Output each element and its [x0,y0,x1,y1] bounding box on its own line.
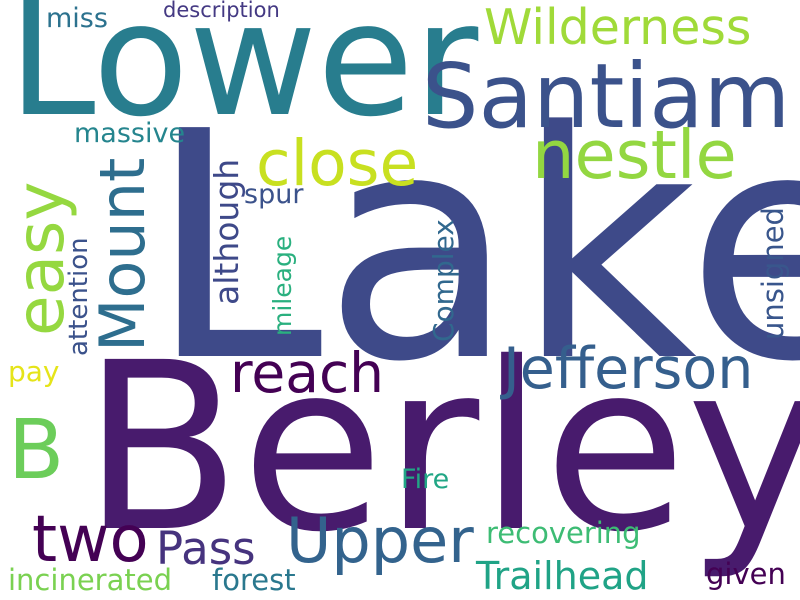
word-berley: Berley [82,313,800,583]
word-wilderness: Wilderness [484,0,752,56]
word-pass: Pass [156,522,256,575]
word-unsigned: unsigned [756,207,790,340]
word-description: description [163,0,280,22]
word-two: two [32,503,149,577]
word-trailhead: Trailhead [476,554,649,598]
word-upper: Upper [286,504,474,577]
word-spur: spur [244,179,304,210]
word-lower: Lower [8,0,479,152]
word-mount: Mount [86,157,159,352]
word-nestle: nestle [532,116,737,194]
word-recovering: recovering [486,516,641,550]
word-reach: reach [230,341,385,405]
word-although: although [207,158,246,305]
word-jefferson: Jefferson [503,336,754,402]
word-forest: forest [212,563,296,597]
word-miss: miss [46,3,108,34]
word-santiam: Santiam [422,44,791,148]
word-mileage: mileage [268,235,297,336]
word-pay: pay [8,355,60,388]
word-incinerated: incinerated [8,563,172,597]
word-close: close [256,127,419,200]
word-b: B [8,403,65,498]
word-fire: Fire [401,464,450,495]
word-lake: Lake [148,66,800,431]
word-given: given [706,557,786,591]
word-massive: massive [74,118,186,149]
word-complex: Complex [427,219,460,342]
word-attention: attention [64,237,94,356]
